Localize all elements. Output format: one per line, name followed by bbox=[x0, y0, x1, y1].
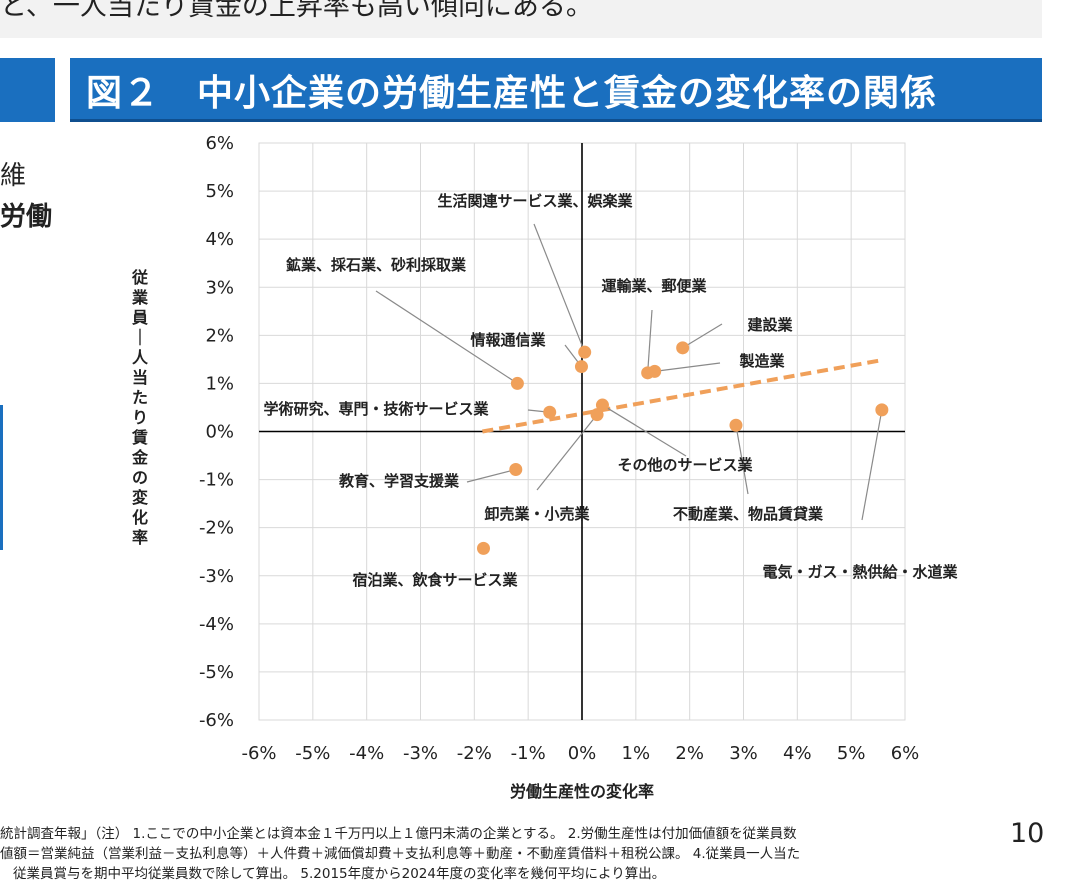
point-label: 鉱業、採石業、砂利採取業 bbox=[286, 256, 467, 274]
x-tick-label: 1% bbox=[622, 743, 651, 764]
figure-title-bar: 図２ 中小企業の労働生産性と賃金の変化率の関係 bbox=[70, 58, 1042, 122]
point-label: 宿泊業、飲食サービス業 bbox=[352, 571, 518, 589]
x-tick-label: 4% bbox=[783, 743, 812, 764]
y-tick-label: 0% bbox=[205, 422, 234, 443]
leader-line bbox=[536, 414, 598, 491]
point-label: その他のサービス業 bbox=[617, 456, 753, 474]
trend-line-dashed bbox=[482, 358, 882, 434]
leader-line bbox=[735, 425, 749, 495]
y-axis-label-char: 員 bbox=[131, 308, 148, 327]
point-label: 運輸業、郵便業 bbox=[601, 277, 707, 295]
y-axis-label-char: 率 bbox=[132, 528, 148, 547]
y-axis-label-char: 業 bbox=[131, 288, 149, 307]
y-axis-label-char: 金 bbox=[131, 448, 149, 467]
leader-line bbox=[682, 323, 723, 349]
data-points bbox=[476, 341, 889, 555]
figure-title: 図２ 中小企業の労働生産性と賃金の変化率の関係 bbox=[86, 73, 938, 114]
y-axis-label-char: ｜ bbox=[132, 328, 148, 347]
point-label: 不動産業、物品賃貸業 bbox=[673, 505, 824, 523]
y-tick-label: -4% bbox=[199, 614, 234, 635]
x-tick-label: -3% bbox=[403, 743, 438, 764]
y-tick-label: -1% bbox=[199, 470, 234, 491]
y-tick-label: -6% bbox=[199, 710, 234, 731]
data-point bbox=[676, 341, 690, 355]
point-labels: 生活関連サービス業、娯楽業鉱業、採石業、砂利採取業運輸業、郵便業建設業情報通信業… bbox=[263, 192, 958, 589]
x-tick-label: -5% bbox=[295, 743, 330, 764]
point-label: 建設業 bbox=[747, 316, 793, 334]
y-axis-label-char: 当 bbox=[132, 368, 148, 387]
y-tick-label: 6% bbox=[205, 133, 234, 154]
x-tick-label: 0% bbox=[568, 743, 597, 764]
data-point bbox=[543, 405, 557, 419]
data-point bbox=[590, 408, 604, 422]
y-tick-label: -5% bbox=[199, 662, 234, 683]
x-tick-label: 3% bbox=[729, 743, 758, 764]
leader-line bbox=[602, 404, 687, 457]
y-tick-label: 4% bbox=[205, 229, 234, 250]
y-tick-label: 1% bbox=[205, 373, 234, 394]
y-axis-label-char: 従 bbox=[131, 268, 148, 287]
footnote-line-3: 従業員賞与を期中平均従業員数で除して算出。 5.2015年度から2024年度の変… bbox=[13, 866, 666, 882]
y-axis-label-char: の bbox=[132, 468, 148, 487]
data-point bbox=[476, 541, 490, 555]
y-axis-label-char: 賃 bbox=[131, 428, 148, 447]
point-label: 卸売業・小売業 bbox=[484, 505, 590, 523]
data-point bbox=[578, 345, 592, 359]
top-text-band: と、一人当たり賃金の上昇率も高い傾向にある。 bbox=[0, 0, 1042, 38]
leader-line bbox=[466, 468, 516, 483]
x-tick-label: 2% bbox=[675, 743, 704, 764]
y-axis-label-char: 人 bbox=[132, 348, 149, 367]
leader-line bbox=[861, 409, 883, 521]
scatter-chart: -6% -5% -4% -3% -2% -1% 0% 1% 2% 3% 4% 5% 6% 6% 5% 4% 3%… bbox=[131, 133, 959, 801]
x-tick-label: 5% bbox=[837, 743, 866, 764]
y-tick-label: -2% bbox=[199, 518, 234, 539]
left-text-fragment-2: 労働 bbox=[0, 202, 53, 232]
top-text-fragment: と、一人当たり賃金の上昇率も高い傾向にある。 bbox=[0, 0, 593, 22]
y-tick-label: 2% bbox=[205, 325, 234, 346]
point-label: 電気・ガス・熱供給・水道業 bbox=[762, 563, 958, 581]
data-point bbox=[510, 376, 524, 390]
trend-line bbox=[482, 358, 882, 434]
leader-line bbox=[375, 290, 518, 384]
x-tick-label: -6% bbox=[241, 743, 276, 764]
point-label: 生活関連サービス業、娯楽業 bbox=[437, 192, 633, 210]
page-number: 10 bbox=[1010, 818, 1045, 849]
point-label: 教育、学習支援業 bbox=[338, 472, 460, 490]
y-axis-label-char: り bbox=[132, 408, 148, 427]
point-label: 情報通信業 bbox=[470, 331, 546, 349]
data-point bbox=[595, 398, 609, 412]
y-tick-label: -3% bbox=[199, 566, 234, 587]
left-text-fragment-1: 維 bbox=[0, 161, 27, 191]
data-point bbox=[648, 364, 662, 378]
y-tick-label: 3% bbox=[205, 277, 234, 298]
leader-line bbox=[647, 309, 653, 373]
x-tick-label: -1% bbox=[511, 743, 546, 764]
y-axis-label-char: た bbox=[132, 388, 148, 407]
footnote-line-1: 統計調査年報」（注） 1.ここでの中小企業とは資本金１千万円以上１億円未満の企業… bbox=[0, 826, 797, 842]
x-tick-label: 6% bbox=[891, 743, 920, 764]
x-tick-label: -2% bbox=[457, 743, 492, 764]
leader-line bbox=[654, 362, 721, 372]
y-axis-label-char: 変 bbox=[132, 488, 148, 507]
chart-tick-labels: -6% -5% -4% -3% -2% -1% 0% 1% 2% 3% 4% 5% 6% 6% 5% 4% 3%… bbox=[199, 133, 919, 764]
point-label: 学術研究、専門・技術サービス業 bbox=[263, 400, 489, 418]
footnote-line-2: 値額＝営業純益（営業利益－支払利息等）＋人件費＋減価償却費＋支払利息等＋動産・不… bbox=[0, 846, 801, 862]
leader-line bbox=[533, 223, 586, 353]
left-title-bar bbox=[0, 58, 55, 122]
x-axis-label: 労働生産性の変化率 bbox=[510, 782, 654, 801]
point-label: 製造業 bbox=[738, 352, 785, 370]
data-point bbox=[875, 403, 889, 417]
label-leader-lines bbox=[375, 223, 883, 521]
data-point bbox=[729, 418, 743, 432]
x-tick-label: -4% bbox=[349, 743, 384, 764]
y-axis-label-char: 化 bbox=[132, 508, 148, 527]
chart-axes bbox=[259, 143, 905, 720]
left-accent-line bbox=[0, 405, 3, 550]
y-tick-label: 5% bbox=[205, 181, 234, 202]
data-point bbox=[574, 360, 588, 374]
data-point bbox=[509, 462, 523, 476]
